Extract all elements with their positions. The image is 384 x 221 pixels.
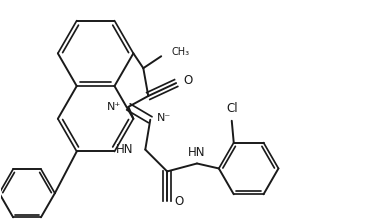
Text: N⁺: N⁺ [108,102,122,112]
Text: Cl: Cl [226,102,238,115]
Text: O: O [174,195,184,208]
Text: CH₃: CH₃ [171,47,189,57]
Text: O: O [184,74,193,87]
Text: HN: HN [188,146,206,159]
Text: HN: HN [116,143,133,156]
Text: N⁻: N⁻ [157,113,171,123]
